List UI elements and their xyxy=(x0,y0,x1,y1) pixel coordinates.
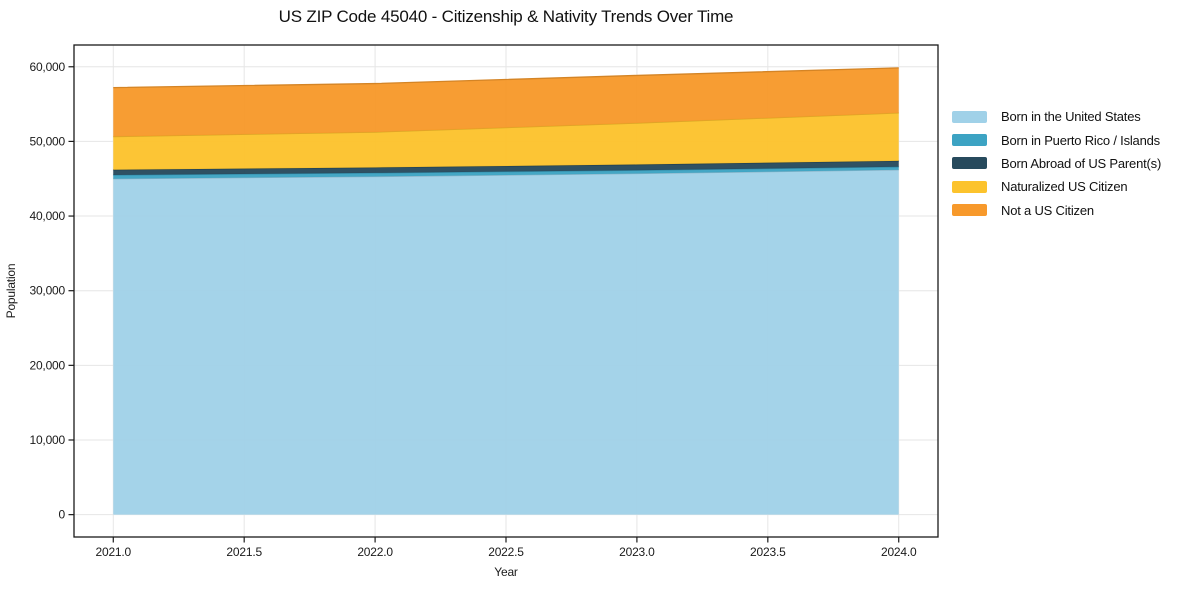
svg-text:2021.5: 2021.5 xyxy=(226,545,262,559)
legend-label: Born in the United States xyxy=(1001,109,1141,125)
svg-text:0: 0 xyxy=(59,508,66,522)
legend-swatch xyxy=(952,110,987,123)
legend-swatch xyxy=(952,204,987,217)
legend-item: Not a US Citizen xyxy=(952,199,1161,222)
legend-label: Born Abroad of US Parent(s) xyxy=(1001,155,1162,171)
legend-swatch xyxy=(952,134,987,147)
svg-text:60,000: 60,000 xyxy=(29,60,65,74)
svg-text:Population: Population xyxy=(4,264,18,319)
svg-text:2023.5: 2023.5 xyxy=(750,545,786,559)
svg-text:2022.0: 2022.0 xyxy=(357,545,393,559)
svg-text:Year: Year xyxy=(494,565,518,579)
legend-swatch xyxy=(952,157,987,170)
legend-label: Naturalized US Citizen xyxy=(1001,179,1128,195)
svg-text:2023.0: 2023.0 xyxy=(619,545,655,559)
legend-item: Born Abroad of US Parent(s) xyxy=(952,152,1161,175)
svg-text:2024.0: 2024.0 xyxy=(881,545,917,559)
svg-text:50,000: 50,000 xyxy=(29,134,65,148)
legend-label: Born in Puerto Rico / Islands xyxy=(1001,132,1160,148)
legend-label: Not a US Citizen xyxy=(1001,202,1094,218)
chart-title: US ZIP Code 45040 - Citizenship & Nativi… xyxy=(278,7,734,26)
svg-text:2022.5: 2022.5 xyxy=(488,545,524,559)
svg-text:40,000: 40,000 xyxy=(29,209,65,223)
legend-swatch xyxy=(952,180,987,193)
svg-text:2021.0: 2021.0 xyxy=(96,545,132,559)
svg-text:30,000: 30,000 xyxy=(29,284,65,298)
svg-text:10,000: 10,000 xyxy=(29,433,65,447)
legend-item: Naturalized US Citizen xyxy=(952,175,1161,198)
legend-item: Born in Puerto Rico / Islands xyxy=(952,128,1161,151)
legend-item: Born in the United States xyxy=(952,105,1161,128)
svg-text:20,000: 20,000 xyxy=(29,358,65,372)
legend: Born in the United States Born in Puerto … xyxy=(952,105,1161,222)
